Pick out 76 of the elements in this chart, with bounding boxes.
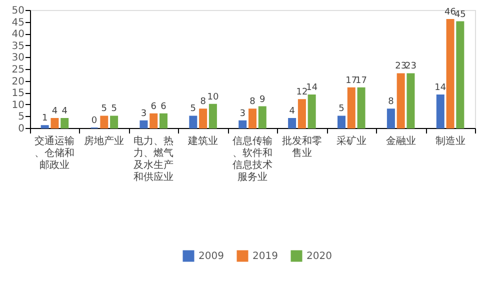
- y-tick-label: 45: [12, 17, 24, 28]
- data-label: 4: [62, 106, 68, 117]
- data-label: 17: [346, 76, 358, 86]
- legend-label: 2020: [306, 251, 332, 262]
- bar: [298, 99, 306, 128]
- bar: [406, 73, 415, 128]
- data-label: 12: [296, 88, 308, 98]
- y-tick-label: 30: [12, 52, 24, 64]
- data-label: 14: [306, 82, 318, 93]
- x-tick-label: 采矿业: [336, 135, 366, 147]
- data-label: 0: [91, 116, 98, 126]
- data-label: 45: [454, 10, 466, 20]
- x-tick-label: 批发和零售业: [282, 135, 322, 159]
- bar: [456, 21, 464, 128]
- legend-label: 2019: [252, 251, 278, 262]
- bar: [308, 94, 316, 128]
- data-label: 23: [404, 62, 416, 72]
- data-label: 8: [200, 97, 206, 108]
- x-tick-label: 信息传输、软件和信息技术服务业: [232, 135, 272, 183]
- bar: [248, 108, 256, 128]
- data-label: 17: [356, 76, 368, 86]
- bar: [160, 113, 168, 128]
- data-label: 4: [52, 106, 58, 117]
- bar: [338, 116, 346, 128]
- bar: [60, 118, 69, 128]
- data-label: 23: [395, 62, 407, 72]
- data-label: 14: [434, 82, 446, 93]
- y-tick-label: 10: [12, 100, 24, 111]
- data-label: 8: [388, 97, 394, 108]
- bar: [258, 106, 266, 128]
- bar: [396, 73, 405, 128]
- data-label: 46: [444, 7, 456, 18]
- bar: [150, 113, 158, 128]
- y-tick-label: 5: [18, 112, 24, 123]
- bar: [140, 120, 148, 128]
- x-tick-label: 制造业: [435, 135, 466, 147]
- x-tick-label: 建筑业: [187, 135, 218, 147]
- x-tick-label: 交通运输、仓储和邮政业: [34, 135, 75, 171]
- data-label: 3: [240, 108, 246, 119]
- data-label: 6: [150, 102, 157, 112]
- data-label: 1: [42, 114, 48, 124]
- x-tick-label: 房地产业: [84, 135, 124, 147]
- x-tick-label: 电力、热力、燃气及水生产和供应业: [134, 135, 174, 183]
- bar: [189, 116, 198, 128]
- bar: [208, 104, 217, 128]
- data-label: 3: [140, 108, 147, 119]
- y-tick-label: 20: [12, 76, 24, 88]
- data-label: 5: [338, 104, 344, 114]
- bar: [110, 116, 118, 128]
- data-label: 9: [260, 94, 266, 105]
- bar: [347, 87, 356, 128]
- bar: [386, 108, 395, 128]
- y-tick-label: 35: [12, 40, 24, 52]
- data-label: 8: [250, 97, 256, 108]
- bar: [238, 120, 247, 128]
- x-tick-label: 金融业: [386, 135, 416, 147]
- bar: [436, 94, 444, 128]
- data-label: 5: [101, 104, 108, 114]
- bar: [357, 87, 366, 128]
- y-tick-label: 0: [18, 124, 24, 134]
- data-label: 10: [207, 92, 219, 102]
- y-tick-label: 25: [12, 64, 24, 76]
- y-tick-label: 50: [12, 6, 24, 16]
- bar: [288, 118, 296, 128]
- bar: [100, 116, 108, 128]
- bar: [50, 118, 59, 128]
- data-label: 5: [190, 104, 196, 114]
- y-tick-label: 40: [12, 29, 24, 40]
- legend-label: 2009: [198, 251, 224, 262]
- data-label: 5: [111, 104, 117, 114]
- y-tick-label: 15: [12, 88, 24, 100]
- bar: [40, 125, 49, 128]
- data-label: 6: [160, 102, 167, 112]
- bar: [446, 18, 454, 128]
- bar: [199, 108, 208, 128]
- data-label: 4: [289, 106, 296, 117]
